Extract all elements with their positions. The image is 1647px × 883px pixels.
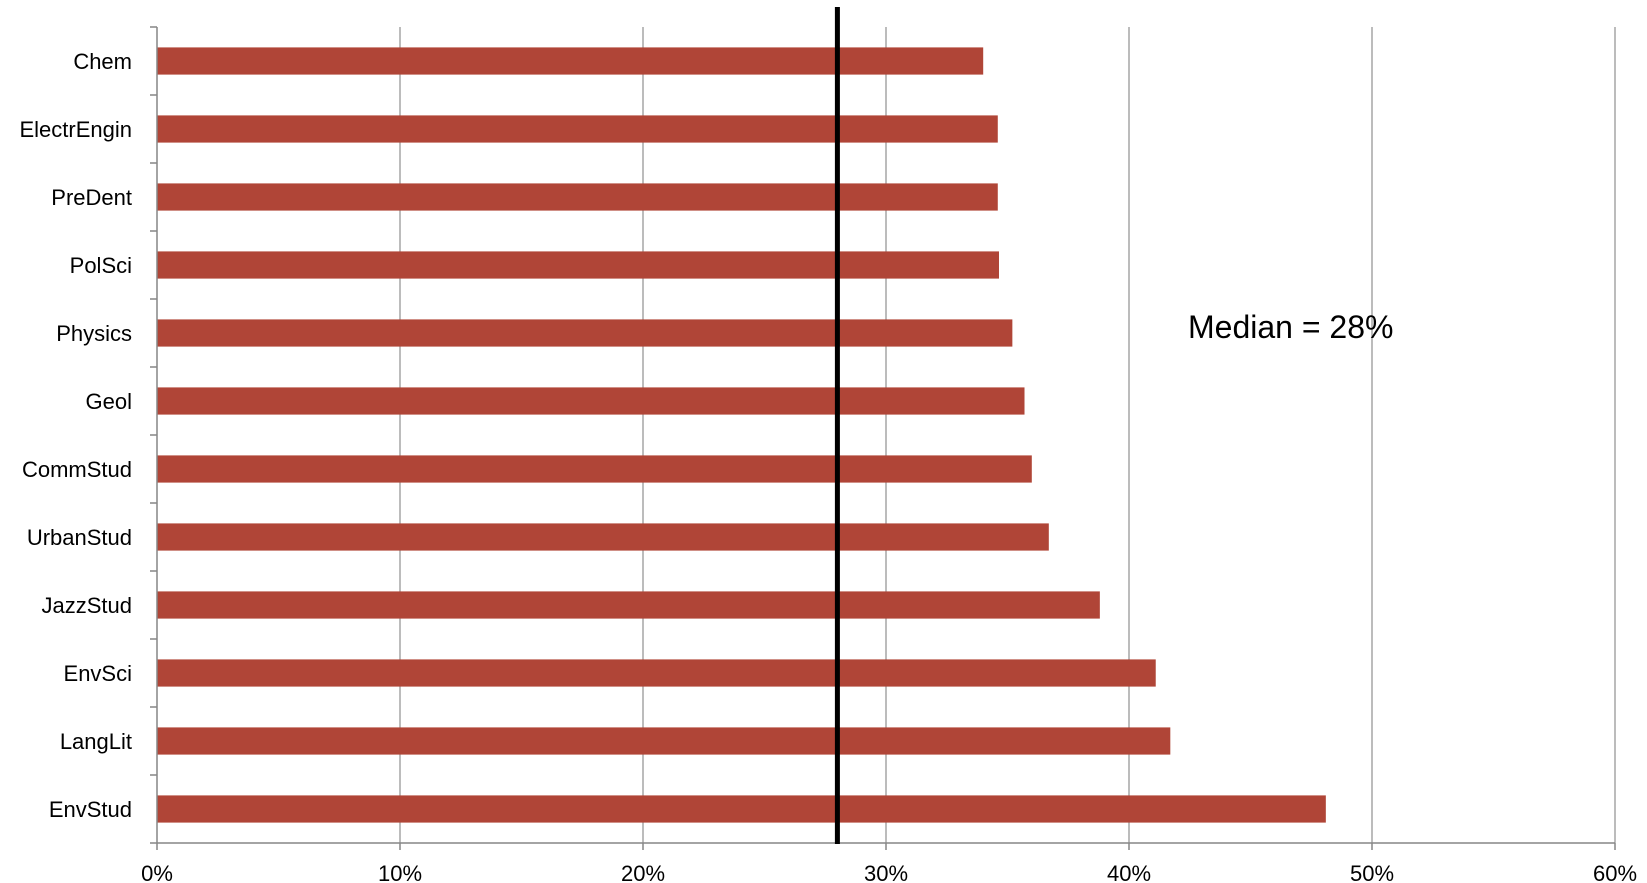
category-label: PolSci <box>70 253 132 278</box>
bar <box>157 319 1013 347</box>
bar <box>157 387 1025 415</box>
axes: 0% 10% 20% 30% 40% 50% 60% Chem ElectrEngin PreDe… <box>19 26 1637 883</box>
bar <box>157 183 998 211</box>
bar <box>157 795 1326 823</box>
category-label: JazzStud <box>42 593 133 618</box>
bar <box>157 455 1032 483</box>
bar <box>157 659 1156 687</box>
x-tick-label: 50% <box>1350 861 1394 883</box>
bars <box>157 47 1326 823</box>
x-tick-label: 10% <box>378 861 422 883</box>
x-tick-label: 20% <box>621 861 665 883</box>
category-label: ElectrEngin <box>19 117 132 142</box>
x-tick-label: 40% <box>1107 861 1151 883</box>
x-tick-label: 0% <box>141 861 173 883</box>
category-label: Geol <box>86 389 132 414</box>
bar <box>157 727 1171 755</box>
bar <box>157 115 998 143</box>
median-annotation: Median = 28% <box>1188 309 1393 345</box>
category-label: EnvStud <box>49 797 132 822</box>
x-tick-label: 30% <box>864 861 908 883</box>
category-label: EnvSci <box>64 661 132 686</box>
category-label: LangLit <box>60 729 132 754</box>
bar <box>157 47 984 75</box>
category-label: Physics <box>56 321 132 346</box>
bar <box>157 523 1049 551</box>
category-label: CommStud <box>22 457 132 482</box>
x-tick-label: 60% <box>1593 861 1637 883</box>
category-label: UrbanStud <box>27 525 132 550</box>
gridlines <box>399 27 1616 843</box>
bar <box>157 591 1100 619</box>
category-label: Chem <box>73 49 132 74</box>
bar <box>157 251 999 279</box>
category-label: PreDent <box>51 185 132 210</box>
